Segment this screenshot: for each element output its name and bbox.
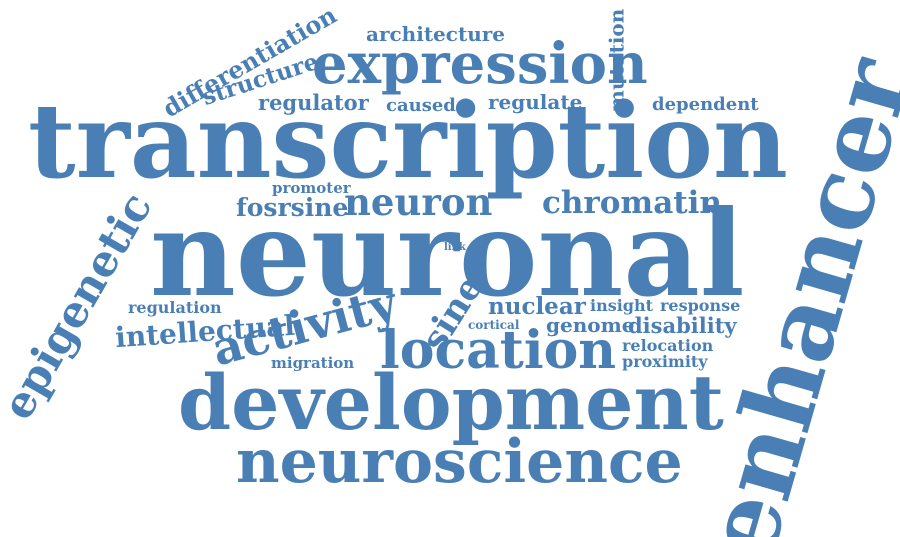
word-insight: insight bbox=[590, 296, 654, 315]
word-regulator: regulator bbox=[258, 90, 369, 115]
word-regulate: regulate bbox=[488, 90, 583, 114]
word-neuronal: neuronal bbox=[150, 184, 745, 323]
word-location: location bbox=[380, 320, 617, 381]
word-response: response bbox=[660, 296, 741, 315]
word-relocation: relocation bbox=[622, 336, 714, 355]
word-architecture: architecture bbox=[366, 22, 505, 46]
word-mutation: mutation bbox=[604, 8, 629, 112]
word-regulation: regulation bbox=[128, 298, 222, 317]
word-proximity: proximity bbox=[622, 352, 708, 371]
word-development: development bbox=[178, 358, 724, 447]
word-fosrsine: fosrsine bbox=[236, 193, 349, 222]
word-neuron: neuron bbox=[344, 180, 493, 224]
word-nuclear: nuclear bbox=[488, 293, 586, 320]
word-cortical: cortical bbox=[468, 318, 520, 332]
word-expression: expression bbox=[312, 31, 648, 97]
word-disability: disability bbox=[628, 313, 737, 338]
word-caused: caused bbox=[386, 95, 456, 116]
word-dependent: dependent bbox=[652, 94, 759, 115]
word-genome: genome bbox=[546, 313, 635, 337]
word-link: link bbox=[444, 242, 466, 253]
word-neuroscience: neuroscience bbox=[236, 427, 683, 497]
word-chromatin: chromatin bbox=[542, 185, 722, 221]
word-migration: migration bbox=[271, 354, 355, 372]
word-transcription: transcription bbox=[28, 81, 788, 202]
word-promoter: promoter bbox=[272, 179, 351, 197]
